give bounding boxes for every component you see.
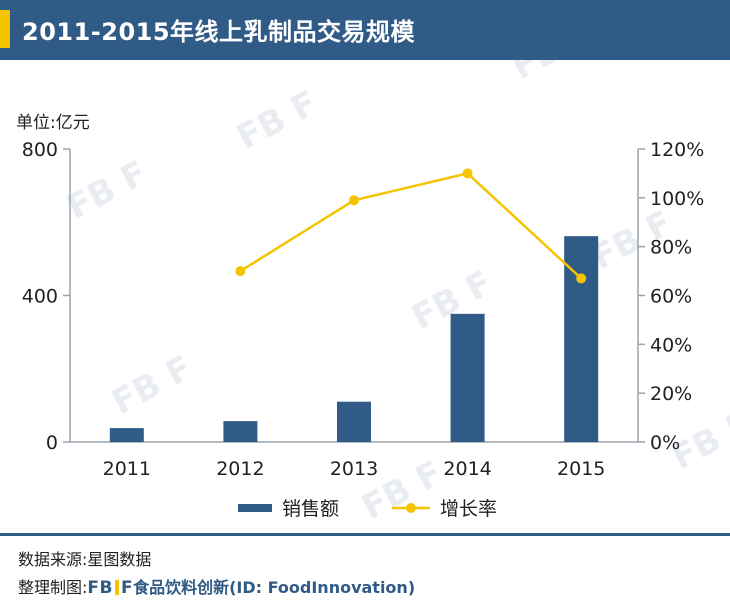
bar-2011 xyxy=(109,428,144,442)
right-tick-label: 0% xyxy=(650,432,680,454)
watermark-text: FB F xyxy=(60,153,153,228)
brand-name: 食品饮料创新(ID: FoodInnovation) xyxy=(133,578,416,597)
brand-logo-bar xyxy=(114,580,119,595)
legend-bar-swatch xyxy=(238,504,272,512)
watermark-text: FB F xyxy=(230,83,323,158)
legend-line-label: 增长率 xyxy=(440,498,497,520)
footer-divider xyxy=(0,533,730,536)
bar-2013 xyxy=(337,401,371,442)
brand-logo: FB F xyxy=(87,578,133,598)
page-title: 2011-2015年线上乳制品交易规模 xyxy=(22,18,416,46)
legend-line-marker xyxy=(406,503,416,513)
growth-line xyxy=(239,172,583,280)
brand-logo-left: FB xyxy=(87,578,113,598)
right-tick-label: 100% xyxy=(650,188,704,210)
growth-point-2013 xyxy=(349,195,359,206)
left-tick-label: 0 xyxy=(46,432,58,454)
left-tick-label: 400 xyxy=(22,286,58,308)
x-tick-label: 2012 xyxy=(216,458,264,480)
bar-2012 xyxy=(223,421,258,442)
x-tick-label: 2011 xyxy=(103,458,151,480)
right-tick-label: 120% xyxy=(650,139,704,161)
right-tick-label: 20% xyxy=(650,383,692,405)
growth-point-2014 xyxy=(462,168,473,179)
brand-logo-right: F xyxy=(120,578,134,598)
credit-prefix: 整理制图: xyxy=(18,578,88,597)
data-source: 数据来源:星图数据 xyxy=(18,550,152,569)
x-tick-label: 2014 xyxy=(443,458,491,480)
growth-point-2012 xyxy=(235,266,246,277)
bar-2014 xyxy=(450,313,485,442)
right-tick-label: 60% xyxy=(650,286,692,308)
chart: FB FFB FFB FFB FFB FFB FFB FFB F单位:亿元040… xyxy=(16,60,730,528)
header-banner: 2011-2015年线上乳制品交易规模 xyxy=(0,0,730,60)
left-tick-label: 800 xyxy=(22,139,58,161)
x-tick-label: 2015 xyxy=(557,458,605,480)
watermark-text: FB F xyxy=(105,348,198,423)
watermark-text: FB F xyxy=(505,60,598,88)
right-tick-label: 40% xyxy=(650,334,692,356)
header-accent-bar xyxy=(0,10,10,48)
credit-line: 整理制图:FB F食品饮料创新(ID: FoodInnovation) xyxy=(18,574,415,598)
right-tick-label: 80% xyxy=(650,237,692,259)
x-tick-label: 2013 xyxy=(330,458,378,480)
legend-bar-label: 销售额 xyxy=(282,498,339,520)
growth-point-2015 xyxy=(576,273,587,284)
bar-2015 xyxy=(564,236,599,442)
unit-label: 单位:亿元 xyxy=(16,113,90,133)
